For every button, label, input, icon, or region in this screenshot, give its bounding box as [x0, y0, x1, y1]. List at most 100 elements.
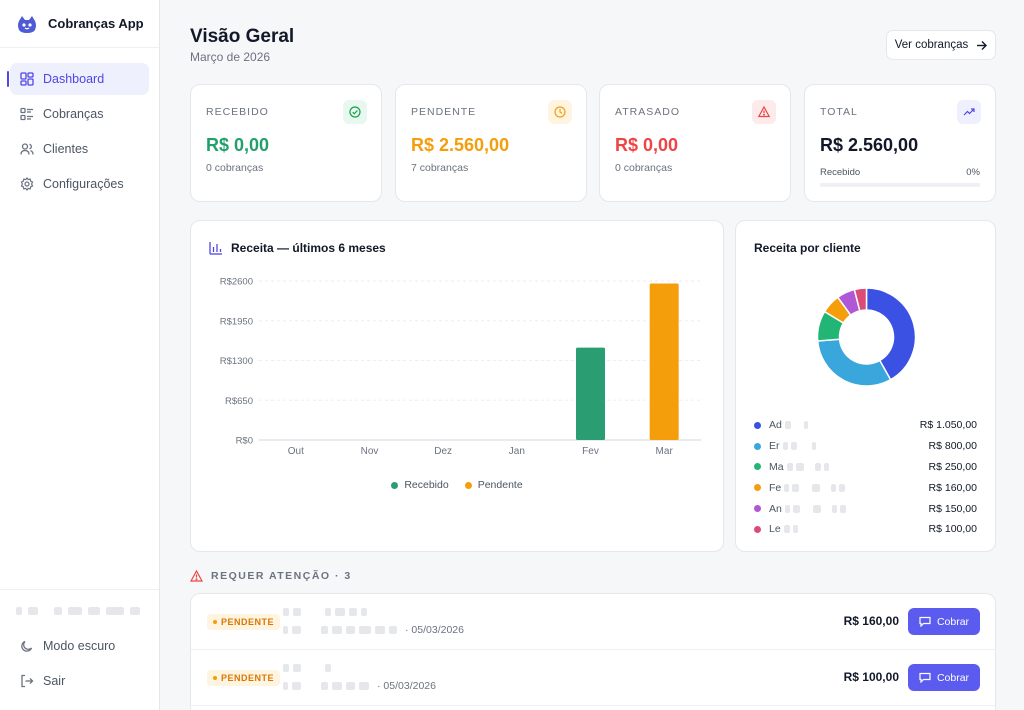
row-details: · 05/03/2026 [283, 624, 464, 636]
legend-label: Pendente [477, 479, 523, 491]
client-name: Er [769, 440, 780, 453]
stat-sub: 7 cobranças [411, 162, 469, 174]
client-name: An [769, 502, 782, 515]
gear-icon [20, 177, 34, 191]
y-tick-label: R$2600 [220, 277, 253, 288]
sidebar-item-cobrancas[interactable]: Cobranças [10, 98, 149, 130]
attention-row[interactable]: PENDENTE · 05/03/2026 R$ 100,00 Cobrar [191, 650, 995, 706]
client-swatch [754, 463, 761, 471]
page-title: Visão Geral [190, 26, 295, 47]
client-value: R$ 150,00 [928, 502, 977, 515]
sidebar-item-configuracoes[interactable]: Configurações [10, 168, 149, 200]
client-name-redacted [782, 442, 929, 451]
client-donut-chart [816, 287, 917, 387]
status-badge-label: PENDENTE [221, 617, 275, 627]
progress-bar [820, 183, 980, 187]
charge-button-label: Cobrar [936, 615, 970, 628]
sidebar-nav: Dashboard Cobranças Clientes Configuraçõ… [0, 48, 159, 200]
charge-button[interactable]: Cobrar [908, 608, 980, 635]
client-row: An R$ 150,00 [754, 498, 977, 519]
arrow-right-icon [977, 40, 988, 50]
legend-item-pending[interactable]: Pendente [464, 479, 523, 491]
stat-label: ATRASADO [615, 106, 680, 118]
client-revenue-card: Receita por cliente Ad R$ 1.050,00 Er R$… [735, 220, 996, 552]
x-tick-label: Out [288, 446, 304, 457]
client-name-redacted [283, 664, 331, 672]
chart-header: Receita — últimos 6 meses [209, 241, 386, 255]
brand[interactable]: Cobranças App [0, 0, 159, 48]
legend-label: Recebido [404, 479, 449, 491]
view-charges-label: Ver cobranças [894, 39, 969, 51]
sidebar-item-label: Clientes [43, 142, 89, 156]
x-tick-label: Jan [509, 446, 525, 457]
due-date: · 05/03/2026 [405, 624, 464, 636]
client-row: Er R$ 800,00 [754, 436, 977, 457]
client-value: R$ 160,00 [928, 481, 977, 494]
row-amount: R$ 160,00 [843, 614, 899, 628]
due-date: · 05/03/2026 [377, 680, 436, 692]
warning-icon [752, 100, 776, 124]
sidebar-item-label: Cobranças [43, 107, 104, 121]
y-tick-label: R$0 [236, 436, 253, 447]
users-icon [20, 143, 34, 155]
row-amount: R$ 100,00 [843, 670, 899, 684]
stat-card-total: TOTAL R$ 2.560,00 Recebido 0% [804, 84, 996, 202]
bar-recebido-fev[interactable] [576, 347, 605, 440]
sidebar: Cobranças App Dashboard Cobranças Client… [0, 0, 160, 710]
trending-up-icon [957, 100, 981, 124]
client-row: Le R$ 100,00 [754, 519, 977, 540]
client-name-redacted [784, 504, 929, 513]
attention-title: REQUER ATENÇÃO · 3 [211, 570, 352, 582]
sidebar-item-label: Configurações [43, 177, 124, 191]
client-name: Ad [769, 419, 782, 432]
stat-label: PENDENTE [411, 106, 477, 118]
bar-pendente-mar[interactable] [649, 283, 679, 440]
status-badge: PENDENTE [207, 614, 281, 630]
y-tick-label: R$650 [225, 396, 253, 407]
client-name-redacted [784, 483, 928, 492]
client-swatch [754, 505, 761, 513]
sidebar-item-label: Dashboard [43, 72, 105, 86]
view-charges-button[interactable]: Ver cobranças [886, 30, 996, 60]
legend-item-received[interactable]: Recebido [391, 479, 449, 491]
client-name: Le [769, 523, 781, 536]
list-icon [20, 107, 33, 121]
app-name: Cobranças App [48, 16, 144, 31]
progress-label: Recebido [820, 167, 861, 178]
client-name: Ma [769, 460, 784, 473]
donut-slice-er[interactable] [816, 338, 892, 387]
dark-mode-toggle[interactable]: Modo escuro [10, 630, 149, 662]
warning-icon [190, 570, 203, 582]
stat-value: R$ 2.560,00 [820, 135, 919, 155]
donut-slice-ad[interactable] [865, 287, 917, 381]
client-row: Fe R$ 160,00 [754, 477, 977, 498]
app-logo-icon [18, 15, 36, 33]
stat-card-pending: PENDENTE R$ 2.560,00 7 cobranças [395, 84, 587, 202]
client-name: Fe [769, 481, 782, 494]
x-tick-label: Mar [656, 446, 674, 457]
moon-icon [21, 640, 33, 652]
y-tick-label: R$1300 [220, 356, 253, 367]
legend-swatch [464, 481, 472, 489]
message-icon [919, 672, 931, 683]
stat-label: TOTAL [820, 106, 858, 118]
client-name-redacted [283, 608, 367, 616]
client-value: R$ 800,00 [928, 440, 977, 453]
charge-button-label: Cobrar [936, 671, 970, 684]
chart-legend: Recebido Pendente [191, 479, 723, 491]
stat-value: R$ 0,00 [615, 135, 679, 155]
revenue-bar-chart: R$0 R$650 R$1300 R$1950 R$2600 Out Nov Dez Jan Fe… [220, 277, 701, 457]
sidebar-item-dashboard[interactable]: Dashboard [7, 63, 149, 95]
logout-button[interactable]: Sair [10, 665, 149, 697]
attention-list: PENDENTE · 05/03/2026 R$ 160,00 Cobrar P… [190, 593, 996, 710]
stat-card-received: RECEBIDO R$ 0,00 0 cobranças [190, 84, 382, 202]
client-value: R$ 1.050,00 [919, 419, 977, 432]
donut-slice-le[interactable] [853, 287, 868, 312]
page-subtitle: Março de 2026 [190, 50, 271, 64]
charge-button[interactable]: Cobrar [908, 664, 980, 691]
attention-row[interactable]: PENDENTE · 05/03/2026 R$ 160,00 Cobrar [191, 594, 995, 650]
message-icon [919, 616, 931, 627]
sidebar-item-clientes[interactable]: Clientes [10, 133, 149, 165]
stat-value: R$ 2.560,00 [411, 135, 510, 155]
client-row: Ad R$ 1.050,00 [754, 415, 977, 436]
